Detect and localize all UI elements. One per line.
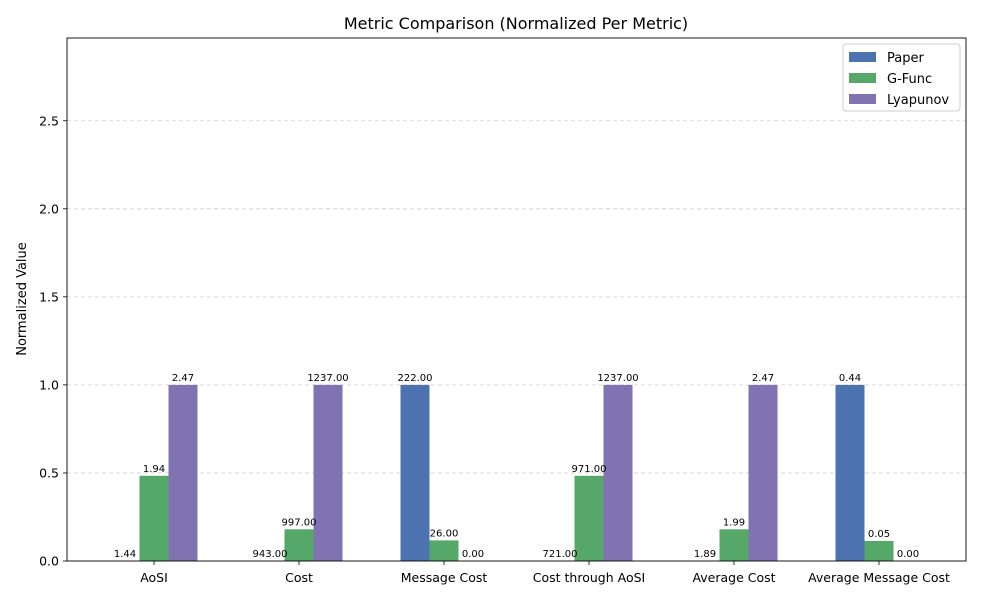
bar-g-func [574,475,604,561]
axes: 0.0 0.5 1.0 1.5 2.0 2.5 AoSI Cost Message Cost Co… [39,37,967,585]
bar-value-label: 1.94 [143,464,165,475]
legend-swatch [849,52,876,62]
bar-lyapunov [313,384,343,561]
x-tick-label: Cost through AoSI [533,570,645,585]
bar-g-func [284,529,314,561]
bar-g-func [139,475,169,561]
bar-value-label: 0.05 [868,529,890,540]
x-tick-label: Message Cost [401,570,488,585]
bar-lyapunov [168,384,198,561]
bar-value-label: 1.44 [114,549,136,560]
y-tick-label: 0.5 [39,465,59,480]
bar-value-label: 943.00 [253,549,288,560]
bar-value-label: 2.47 [752,373,774,384]
legend-label: Paper [887,51,924,66]
bar-labels-group: 1.44 1.94 2.47 943.00 997.00 1237.00 222.00 26.… [114,373,919,560]
chart-title: Metric Comparison (Normalized Per Metric… [344,14,688,33]
y-tick-label: 1.0 [39,377,59,392]
bar-g-func [429,540,459,561]
plot-frame [66,37,967,562]
bar-paper [835,384,865,561]
bar-g-func [719,529,749,561]
bar-lyapunov [748,384,778,561]
gridlines [67,120,966,474]
y-tick-label: 0.0 [39,554,59,569]
bar-value-label: 0.44 [839,373,861,384]
bar-value-label: 1.89 [694,549,716,560]
bars-group [139,384,894,561]
bar-value-label: 2.47 [172,373,194,384]
y-axis-title: Normalized Value [15,242,30,356]
bar-value-label: 0.00 [897,549,919,560]
y-tick-label: 1.5 [39,289,59,304]
legend-label: Lyapunov [887,93,949,108]
bar-value-label: 997.00 [282,517,317,528]
legend: Paper G-Func Lyapunov [842,43,961,112]
bar-value-label: 971.00 [572,464,607,475]
bar-value-label: 1.99 [723,517,745,528]
legend-label: G-Func [887,72,932,87]
x-tick-label: Average Cost [692,570,775,585]
bar-g-func [864,540,894,561]
x-tick-label: Average Message Cost [808,570,950,585]
bar-value-label: 0.00 [462,549,484,560]
bar-value-label: 1237.00 [597,373,638,384]
bar-lyapunov [603,384,633,561]
x-tick-label: Cost [285,570,313,585]
x-tick-label: AoSI [140,570,168,585]
legend-swatch [849,73,876,83]
y-tick-label: 2.0 [39,201,59,216]
bar-paper [400,384,430,561]
bar-value-label: 1237.00 [307,373,348,384]
bar-value-label: 26.00 [430,528,459,539]
bar-value-label: 222.00 [398,373,433,384]
y-tick-label: 2.5 [39,113,59,128]
legend-swatch [849,94,876,104]
bar-value-label: 721.00 [543,549,578,560]
